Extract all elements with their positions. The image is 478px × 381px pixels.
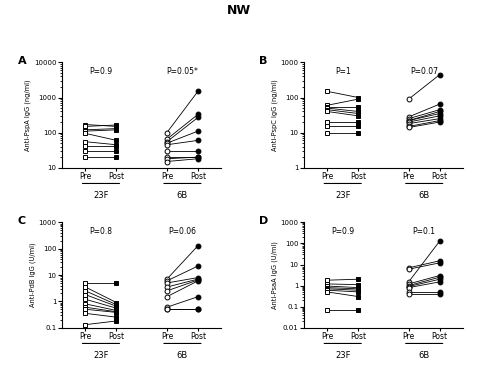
Text: P=0.1: P=0.1 bbox=[413, 227, 436, 235]
Text: 6B: 6B bbox=[419, 351, 430, 360]
Text: P=0.07: P=0.07 bbox=[410, 67, 438, 76]
Text: 6B: 6B bbox=[177, 351, 188, 360]
Y-axis label: Anti-PspA IgG (ng/ml): Anti-PspA IgG (ng/ml) bbox=[25, 79, 32, 151]
Text: 23F: 23F bbox=[93, 351, 109, 360]
Text: D: D bbox=[260, 216, 269, 226]
Text: 6B: 6B bbox=[177, 191, 188, 200]
Text: P=0.9: P=0.9 bbox=[89, 67, 112, 76]
Text: P=0.05*: P=0.05* bbox=[166, 67, 198, 76]
Text: C: C bbox=[18, 216, 26, 226]
Text: 23F: 23F bbox=[335, 351, 350, 360]
Text: P=0.06: P=0.06 bbox=[168, 227, 196, 235]
Text: 6B: 6B bbox=[419, 191, 430, 200]
Text: NW: NW bbox=[227, 4, 251, 17]
Text: B: B bbox=[260, 56, 268, 66]
Text: P=0.8: P=0.8 bbox=[89, 227, 112, 235]
Text: P=0.9: P=0.9 bbox=[331, 227, 354, 235]
Text: 23F: 23F bbox=[335, 191, 350, 200]
Y-axis label: Anti-PdB IgG (U/ml): Anti-PdB IgG (U/ml) bbox=[29, 243, 36, 307]
Text: A: A bbox=[18, 56, 26, 66]
Y-axis label: Anti-PsaA IgG (U/ml): Anti-PsaA IgG (U/ml) bbox=[271, 241, 278, 309]
Text: 23F: 23F bbox=[93, 191, 109, 200]
Text: P=1: P=1 bbox=[335, 67, 350, 76]
Y-axis label: Anti-PspC IgG (ng/ml): Anti-PspC IgG (ng/ml) bbox=[271, 79, 278, 151]
